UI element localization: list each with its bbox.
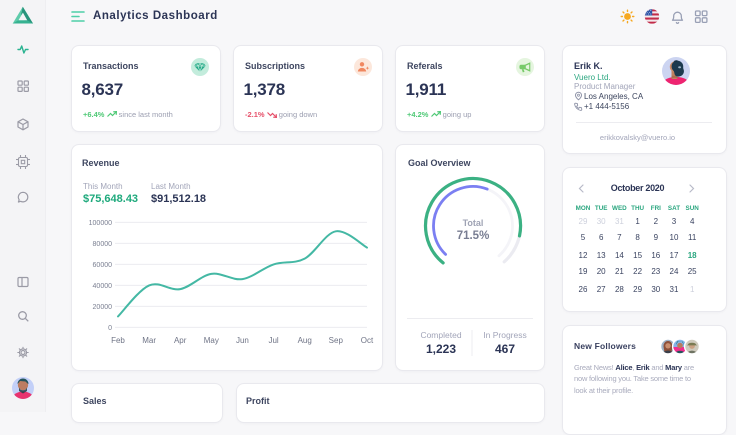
svg-text:Aug: Aug xyxy=(298,336,312,345)
svg-text:Total: Total xyxy=(463,218,484,228)
svg-text:20000: 20000 xyxy=(93,304,113,311)
svg-text:Completed: Completed xyxy=(420,330,461,340)
svg-text:Sep: Sep xyxy=(329,336,344,345)
svg-text:May: May xyxy=(204,336,219,345)
svg-text:Apr: Apr xyxy=(174,336,187,345)
svg-text:Jun: Jun xyxy=(236,336,249,345)
svg-text:Feb: Feb xyxy=(111,336,125,345)
svg-text:71.5%: 71.5% xyxy=(457,230,490,242)
svg-text:Mar: Mar xyxy=(142,336,156,345)
svg-text:Oct: Oct xyxy=(361,336,374,345)
svg-text:In Progress: In Progress xyxy=(483,330,526,340)
svg-text:60000: 60000 xyxy=(93,262,113,269)
svg-text:1,223: 1,223 xyxy=(426,342,456,356)
svg-text:100000: 100000 xyxy=(89,220,112,227)
svg-text:40000: 40000 xyxy=(93,283,113,290)
svg-text:80000: 80000 xyxy=(93,241,113,248)
svg-text:0: 0 xyxy=(108,325,112,332)
svg-text:Jul: Jul xyxy=(268,336,278,345)
svg-text:467: 467 xyxy=(495,342,515,356)
